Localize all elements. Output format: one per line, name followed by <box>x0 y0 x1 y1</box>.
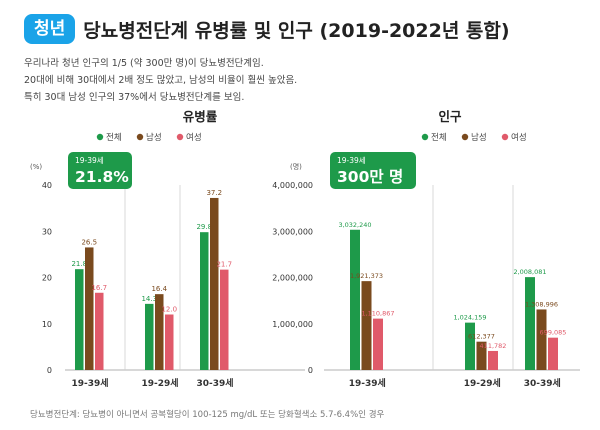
y-tick-prevalence-0: 0 <box>47 366 52 375</box>
legend-label-2: 여성 <box>511 132 527 143</box>
y-tick-population-1: 1,000,000 <box>272 320 313 329</box>
y-unit-population: (명) <box>290 162 302 171</box>
data-label-population-2-2: 699,085 <box>540 329 567 337</box>
data-label-prevalence-1-2: 12.0 <box>161 306 177 314</box>
category-label-population-0: 19-39세 <box>349 377 386 389</box>
bar-population-0-0 <box>350 229 360 370</box>
bar-population-0-2 <box>373 318 383 370</box>
data-label-prevalence-0-1: 26.5 <box>81 238 97 246</box>
y-tick-population-2: 2,000,000 <box>272 274 313 283</box>
data-label-prevalence-0-2: 16.7 <box>91 284 107 292</box>
legend-label-1: 남성 <box>471 133 487 143</box>
y-tick-population-0: 0 <box>308 366 313 375</box>
chart-title-prevalence: 유병률 <box>183 109 218 124</box>
legend-dot-0 <box>421 133 429 141</box>
y-tick-population-3: 3,000,000 <box>272 227 313 236</box>
callout-value-population: 300만 명 <box>337 168 403 186</box>
bar-population-0-1 <box>361 281 372 370</box>
bar-population-1-0 <box>465 322 475 370</box>
bar-prevalence-0-1 <box>85 247 94 370</box>
bar-population-2-0 <box>525 277 535 370</box>
data-label-population-0-2: 1,110,867 <box>361 310 394 318</box>
y-tick-prevalence-1: 10 <box>42 320 52 329</box>
legend-label-1: 남성 <box>146 133 162 143</box>
bar-prevalence-0-2 <box>95 292 104 370</box>
data-label-population-1-1: 612,377 <box>468 333 495 341</box>
data-label-population-1-0: 1,024,159 <box>453 314 486 322</box>
legend-label-0: 전체 <box>106 132 122 143</box>
category-label-prevalence-2: 30-39세 <box>196 377 233 389</box>
bar-prevalence-1-2 <box>165 314 174 370</box>
legend-dot-2 <box>501 133 509 141</box>
data-label-population-2-1: 1,308,996 <box>525 300 558 308</box>
description-line-1: 우리나라 청년 인구의 1/5 (약 300만 명)이 당뇨병전단계임. <box>24 58 264 69</box>
data-label-population-0-0: 3,032,240 <box>338 221 371 229</box>
y-unit-prevalence: (%) <box>30 163 42 171</box>
bar-population-1-1 <box>476 341 487 370</box>
description-line-2: 20대에 비해 30대에서 2배 정도 많았고, 남성의 비율이 훨씬 높았음. <box>24 75 298 86</box>
bar-prevalence-1-1 <box>155 294 164 370</box>
bar-prevalence-2-2 <box>220 269 229 370</box>
legend-dot-0 <box>96 133 104 141</box>
y-tick-prevalence-3: 30 <box>42 227 52 236</box>
callout-box-population <box>330 152 416 189</box>
page-title: 당뇨병전단계 유병률 및 인구 (2019-2022년 통합) <box>83 19 510 42</box>
bar-population-2-1 <box>536 309 547 370</box>
bar-population-2-2 <box>548 337 558 370</box>
data-label-prevalence-2-1: 37.2 <box>206 189 222 197</box>
legend-label-2: 여성 <box>186 132 202 143</box>
callout-label-population: 19-39세 <box>337 156 366 165</box>
bar-prevalence-1-0 <box>145 303 154 370</box>
bar-prevalence-2-1 <box>210 197 219 370</box>
data-label-prevalence-2-2: 21.7 <box>216 261 232 269</box>
category-label-prevalence-0: 19-39세 <box>71 377 108 389</box>
legend-dot-2 <box>176 133 184 141</box>
footnote: 당뇨병전단계: 당뇨병이 아니면서 공복혈당이 100-125 mg/dL 또는… <box>30 410 385 420</box>
header: 청년 당뇨병전단계 유병률 및 인구 (2019-2022년 통합) <box>24 12 510 46</box>
y-tick-prevalence-4: 40 <box>42 181 52 190</box>
y-tick-prevalence-2: 20 <box>42 274 52 283</box>
callout-box-prevalence <box>68 152 132 189</box>
bar-population-1-2 <box>488 350 498 370</box>
category-badge: 청년 <box>24 14 76 44</box>
bar-prevalence-2-0 <box>200 232 209 370</box>
data-label-prevalence-1-0: 14.3 <box>141 295 157 303</box>
description: 우리나라 청년 인구의 1/5 (약 300만 명)이 당뇨병전단계임. 20대… <box>24 55 297 106</box>
y-tick-population-4: 4,000,000 <box>272 181 313 190</box>
callout-value-prevalence: 21.8% <box>75 168 129 186</box>
category-label-prevalence-1: 19-29세 <box>141 377 178 389</box>
data-label-prevalence-2-0: 29.8 <box>196 223 212 231</box>
legend-label-0: 전체 <box>431 132 447 143</box>
category-label-population-2: 30-39세 <box>524 377 561 389</box>
chart-title-population: 인구 <box>438 109 462 124</box>
data-label-population-0-1: 1,921,373 <box>350 272 383 280</box>
category-label-population-1: 19-29세 <box>464 377 501 389</box>
data-label-population-2-0: 2,008,081 <box>513 268 546 276</box>
data-label-population-1-2: 411,782 <box>480 342 507 350</box>
legend-dot-1 <box>461 133 469 141</box>
callout-label-prevalence: 19-39세 <box>75 156 104 165</box>
data-label-prevalence-1-1: 16.4 <box>151 285 167 293</box>
data-label-prevalence-0-0: 21.8 <box>71 260 87 268</box>
description-line-3: 특히 30대 남성 인구의 37%에서 당뇨병전단계를 보임. <box>24 92 245 103</box>
legend-dot-1 <box>136 133 144 141</box>
bar-prevalence-0-0 <box>75 269 84 370</box>
